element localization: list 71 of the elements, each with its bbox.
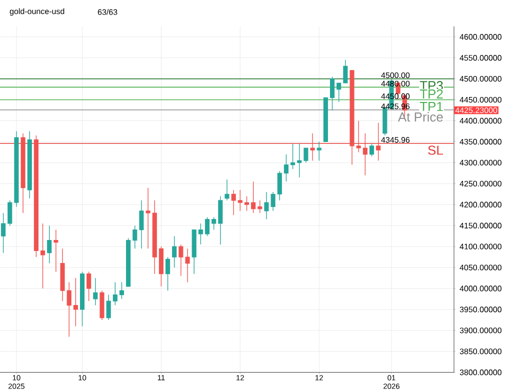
candlestick [238,190,242,212]
candlestick [112,282,118,306]
annotation: 4500.00 [381,72,410,78]
candlestick [356,120,361,153]
candlestick [330,76,335,111]
candlestick [8,200,12,226]
candlestick [204,216,210,236]
y-tick-label: 4600.00000 [460,34,502,40]
y-tick-label: 4400.00000 [460,118,502,124]
y-tick-label: 3950.00000 [460,306,502,312]
candlestick [146,187,150,249]
candlestick [362,132,368,176]
text: 4425.23000 [455,107,498,114]
candlestick [185,248,190,283]
candlestick [54,229,58,272]
candlestick [336,82,342,102]
candlestick [106,294,111,320]
candlestick [258,200,262,214]
candlestick [244,196,250,212]
candlestick [251,181,256,214]
candlestick [172,236,177,268]
candlestick [40,223,46,289]
ref-line-label: TP2 [420,89,443,98]
candlestick [290,143,296,170]
chart-title: gold-ounce-usd [10,8,64,16]
annotation: 4345.96 [381,137,410,143]
candlestick [1,212,6,254]
candlestick [178,244,184,276]
candlestick [66,282,72,338]
candlestick [139,200,144,249]
y-tick-label: 4450.00000 [460,96,502,103]
candlestick [376,122,381,161]
y-tick-label: 4000.00000 [460,286,502,292]
candlestick [224,179,230,201]
candlestick [343,60,348,84]
y-tick-label: 4250.00000 [460,180,502,186]
candlestick [277,170,282,201]
candlestick [316,141,322,161]
y-tick-label: 4050.00000 [460,264,502,270]
candlestick [270,192,276,212]
y-tick-label: 3800.00000 [460,370,502,376]
candlestick [119,282,124,300]
y-tick-label: 3850.00000 [460,348,502,354]
candlestick [73,278,78,327]
ref-line-label: At Price [398,112,443,122]
candlestick [86,271,92,302]
candlestick [166,256,170,291]
y-tick-label: 4100.00000 [460,244,502,250]
candlestick [310,132,315,161]
y-tick-label: 4200.00000 [460,202,502,208]
candlestick [132,225,138,249]
candlestick [218,196,223,245]
candlestick [212,216,216,230]
y-tick-label: 3900.00000 [460,328,502,334]
y-tick-label: 4150.00000 [460,222,502,228]
candlestick [198,223,203,245]
ref-line-label: TP1 [420,102,443,111]
candlestick [304,148,308,164]
candlestick [369,143,374,157]
ref-line-label: SL [428,146,443,155]
chart-subtitle: 63/63 [98,9,118,15]
y-tick-label: 4500.00000 [460,76,502,82]
candlestick [93,278,98,306]
candlestick [231,190,236,216]
candlestick [284,154,288,182]
y-tick-label: 4550.00000 [460,55,502,61]
candlestick [297,143,302,178]
y-tick-label: 4350.00000 [460,138,502,145]
candlestick [47,225,52,264]
candlestick [264,192,269,220]
y-tick-label: 4300.00000 [460,160,502,166]
